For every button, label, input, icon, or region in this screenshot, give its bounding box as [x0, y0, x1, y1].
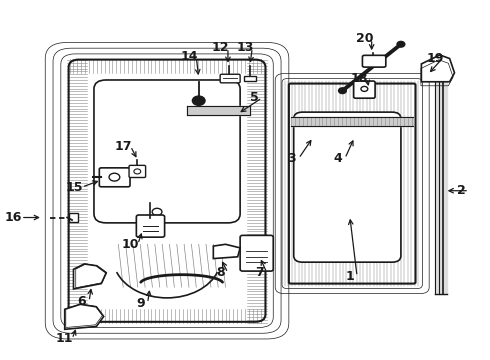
Text: 12: 12: [212, 41, 229, 54]
Circle shape: [339, 88, 346, 94]
Polygon shape: [65, 304, 104, 329]
Polygon shape: [74, 264, 106, 289]
Text: 14: 14: [180, 50, 198, 63]
Polygon shape: [213, 244, 240, 258]
FancyBboxPatch shape: [220, 74, 240, 83]
Text: 1: 1: [345, 270, 354, 283]
Text: 2: 2: [458, 184, 466, 197]
Text: 19: 19: [426, 52, 444, 65]
FancyBboxPatch shape: [129, 165, 146, 177]
Bar: [69, 213, 78, 222]
Text: 17: 17: [115, 140, 132, 153]
Text: 18: 18: [351, 72, 368, 85]
Text: 10: 10: [122, 238, 139, 251]
Circle shape: [193, 96, 205, 105]
Text: 16: 16: [5, 211, 22, 224]
FancyBboxPatch shape: [354, 81, 375, 98]
Text: 5: 5: [250, 91, 259, 104]
FancyBboxPatch shape: [294, 112, 401, 262]
Text: 20: 20: [356, 32, 373, 45]
Text: 4: 4: [333, 152, 342, 165]
Text: 3: 3: [287, 152, 295, 165]
Polygon shape: [421, 55, 455, 82]
Bar: [244, 76, 256, 81]
FancyBboxPatch shape: [94, 80, 240, 223]
FancyBboxPatch shape: [240, 235, 273, 271]
Text: 6: 6: [77, 295, 86, 308]
FancyBboxPatch shape: [363, 55, 386, 67]
Text: 13: 13: [236, 41, 254, 54]
Text: 9: 9: [136, 297, 145, 310]
Text: 15: 15: [66, 181, 83, 194]
Circle shape: [397, 41, 405, 47]
FancyBboxPatch shape: [99, 168, 130, 187]
FancyBboxPatch shape: [136, 215, 165, 237]
Text: 7: 7: [255, 266, 264, 279]
Text: 8: 8: [216, 266, 225, 279]
Text: 11: 11: [56, 333, 74, 346]
